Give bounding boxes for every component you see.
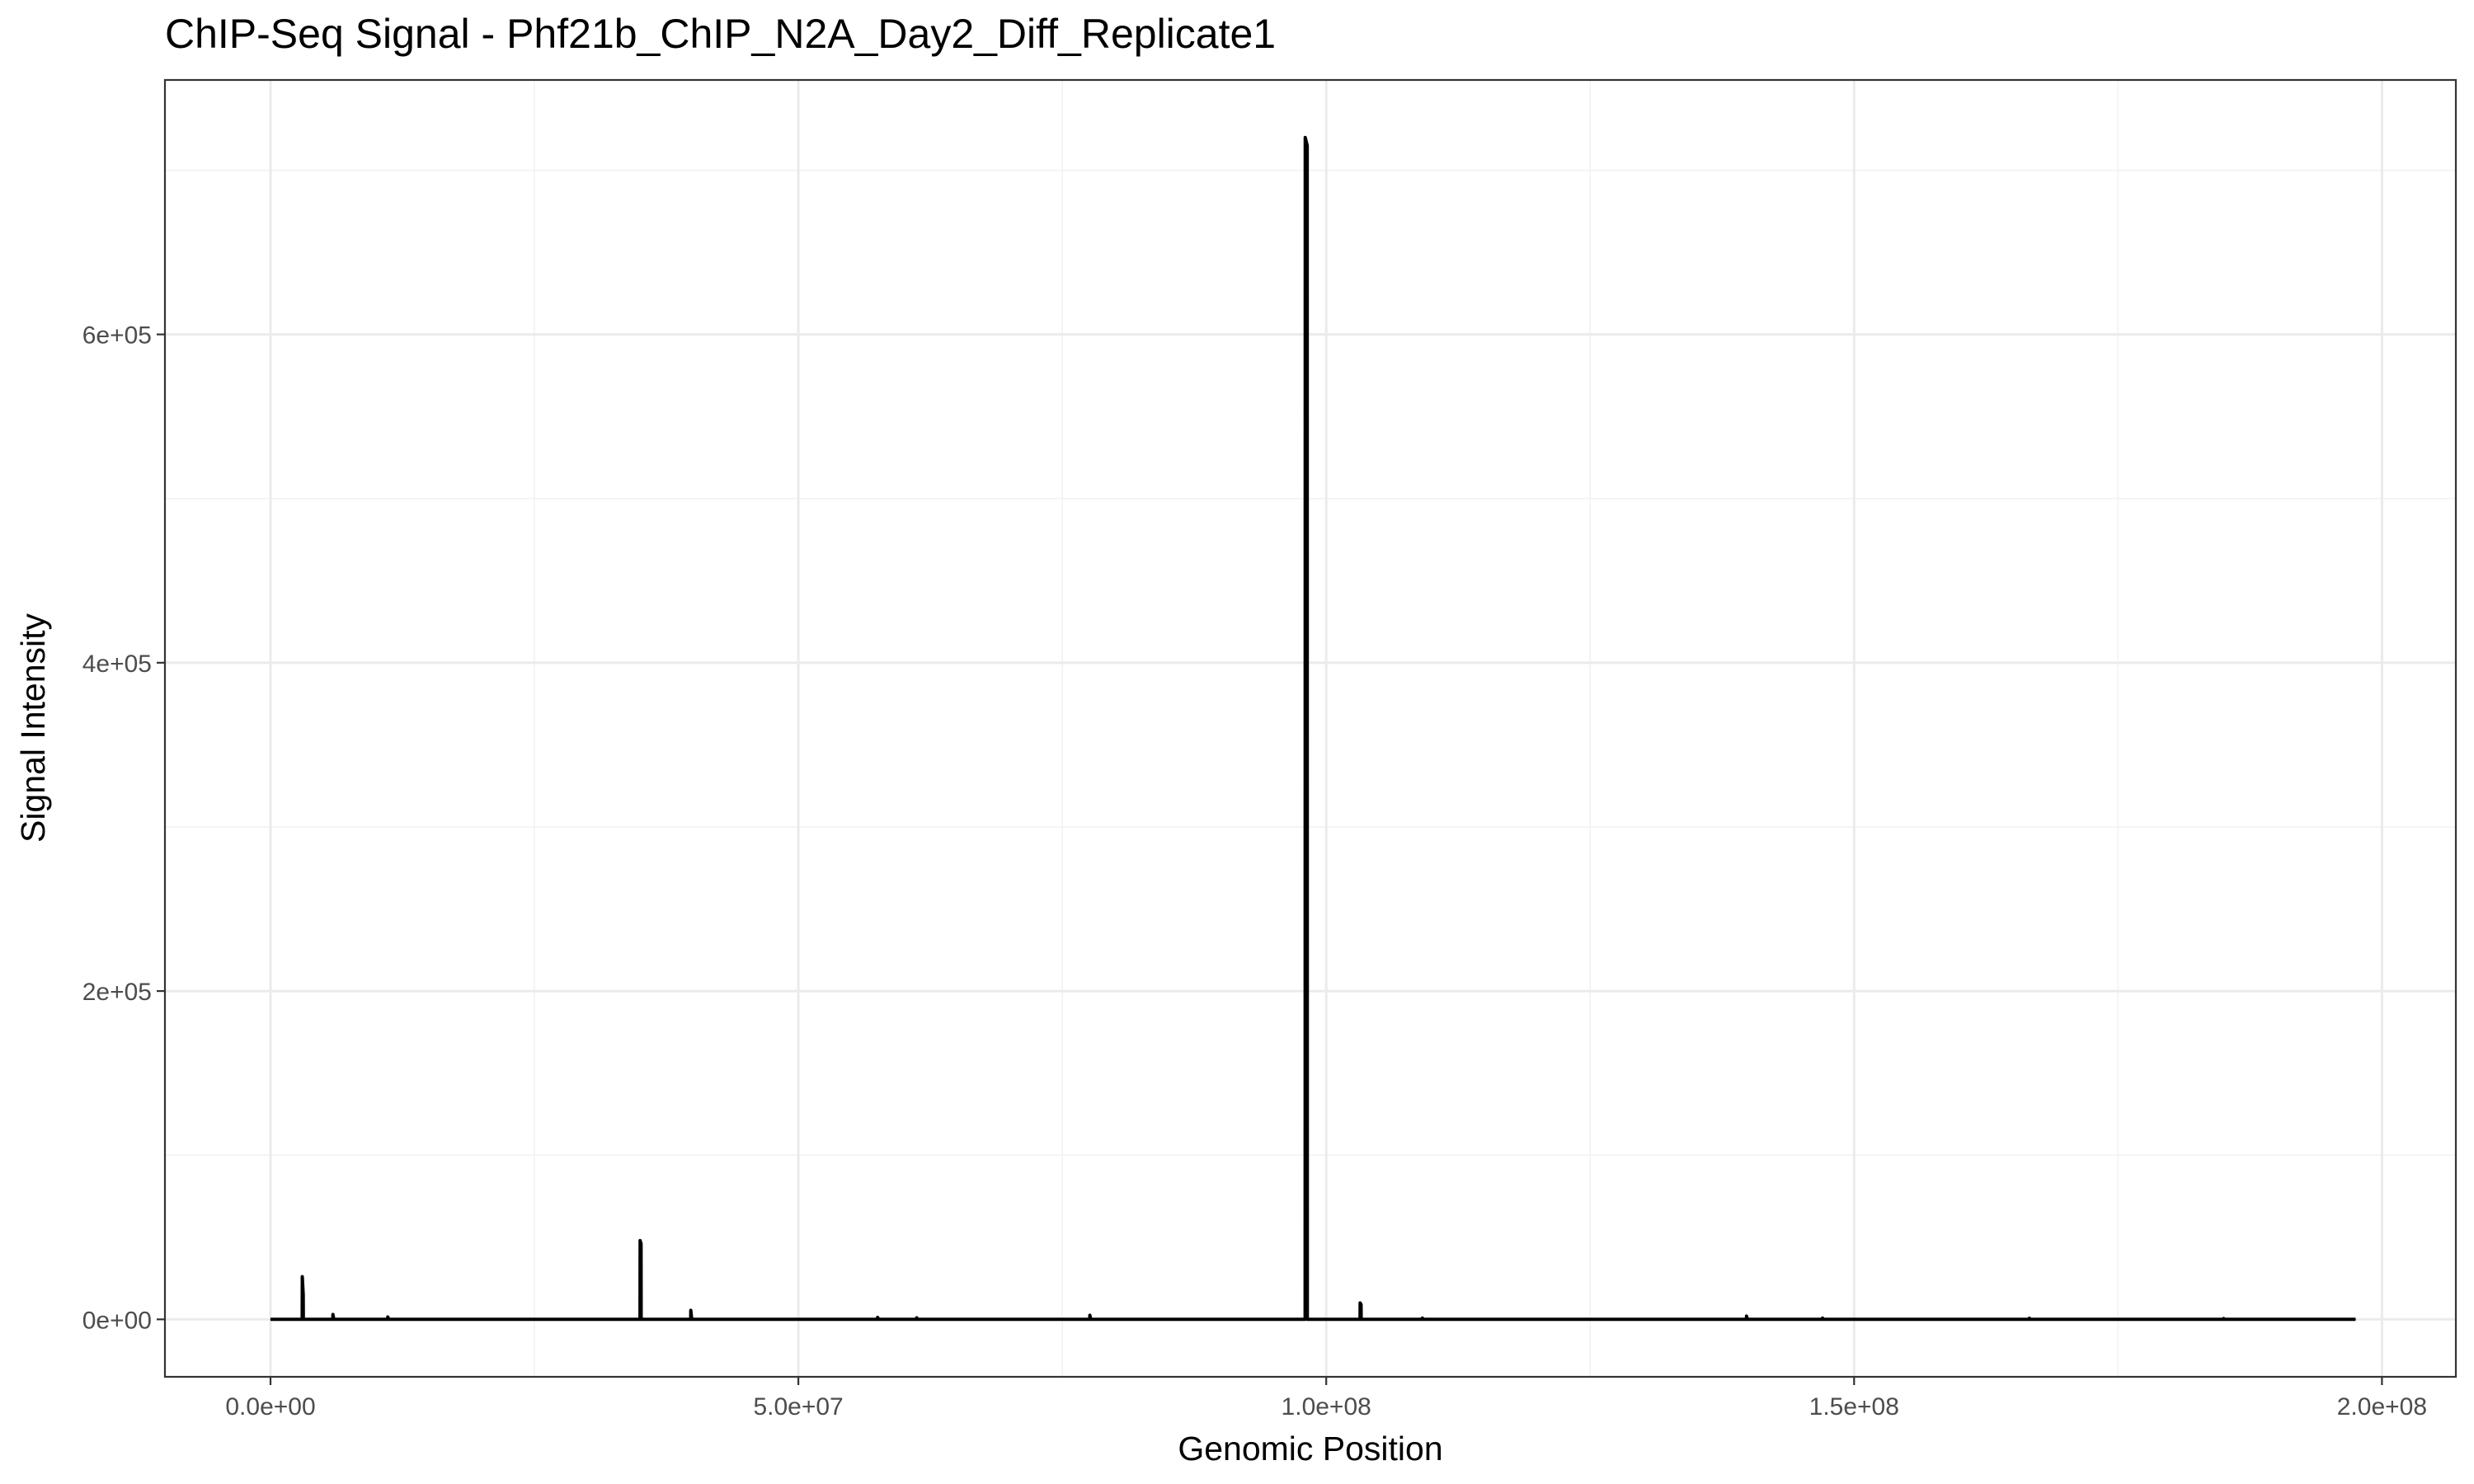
signal-data-point bbox=[1422, 1317, 1423, 1319]
signal-data-point bbox=[691, 1318, 693, 1320]
signal-data-point bbox=[1306, 1318, 1308, 1320]
signal-data-point bbox=[690, 1318, 692, 1320]
signal-data-point bbox=[639, 1240, 641, 1242]
x-tick-label: 5.0e+07 bbox=[753, 1393, 843, 1421]
signal-data-point bbox=[301, 1318, 303, 1320]
signal-data-point bbox=[333, 1318, 335, 1320]
signal-data-point bbox=[302, 1276, 303, 1278]
signal-data-point bbox=[1822, 1318, 1823, 1320]
signal-data-point bbox=[388, 1318, 389, 1320]
signal-data-point bbox=[332, 1313, 334, 1315]
x-axis: 0.0e+00 5.0e+07 1.0e+08 1.5e+08 2.0e+08 bbox=[225, 1377, 2427, 1421]
signal-data-point bbox=[1306, 145, 1308, 147]
signal-data-point bbox=[2224, 1318, 2226, 1320]
y-tick-label: 0e+00 bbox=[82, 1307, 152, 1334]
signal-data-point bbox=[639, 1318, 641, 1320]
plot-panel-background bbox=[165, 80, 2456, 1377]
signal-data-point bbox=[332, 1318, 334, 1320]
signal-data-point bbox=[1359, 1318, 1361, 1320]
y-tick-label: 6e+05 bbox=[82, 322, 152, 350]
signal-data-point bbox=[2029, 1318, 2030, 1320]
signal-data-point bbox=[917, 1318, 919, 1320]
y-axis: 0e+00 2e+05 4e+05 6e+05 bbox=[82, 322, 165, 1334]
signal-data-point bbox=[1422, 1318, 1423, 1320]
signal-data-point bbox=[916, 1317, 918, 1318]
signal-data-point bbox=[1360, 1303, 1362, 1305]
signal-data-point bbox=[2222, 1317, 2224, 1319]
signal-data-point bbox=[270, 1318, 271, 1320]
signal-data-point bbox=[640, 1318, 642, 1320]
signal-data-point bbox=[1090, 1318, 1092, 1320]
signal-data-point bbox=[1089, 1314, 1091, 1316]
signal-data-point bbox=[2222, 1318, 2224, 1320]
signal-data-point bbox=[1746, 1318, 1747, 1320]
x-tick-label: 2.0e+08 bbox=[2337, 1393, 2427, 1421]
x-axis-label: Genomic Position bbox=[1178, 1430, 1442, 1468]
signal-data-point bbox=[2030, 1318, 2031, 1320]
plot-panel-border bbox=[163, 78, 2458, 1378]
x-tick-label: 1.0e+08 bbox=[1282, 1393, 1371, 1421]
signal-data-point bbox=[877, 1318, 879, 1320]
signal-data-point bbox=[2029, 1317, 2030, 1319]
minor-gridlines bbox=[165, 80, 2456, 1377]
x-tick-label: 0.0e+00 bbox=[225, 1393, 315, 1421]
signal-data-point bbox=[915, 1318, 917, 1320]
y-tick-label: 2e+05 bbox=[82, 979, 152, 1006]
y-tick-label: 4e+05 bbox=[82, 650, 152, 678]
signal-data-point bbox=[640, 1243, 642, 1245]
signal-data-point bbox=[2354, 1318, 2356, 1320]
signal-data-point bbox=[1823, 1318, 1824, 1320]
signal-data-point bbox=[1361, 1318, 1362, 1320]
signal-data-point bbox=[690, 1309, 692, 1311]
y-axis-label: Signal Intensity bbox=[14, 613, 52, 843]
x-tick-label: 1.5e+08 bbox=[1809, 1393, 1899, 1421]
signal-data-point bbox=[1746, 1315, 1747, 1317]
series-layer bbox=[270, 135, 2356, 1322]
chart-title: ChIP-Seq Signal - Phf21b_ChIP_N2A_Day2_D… bbox=[165, 11, 1277, 57]
signal-data-point bbox=[1089, 1318, 1090, 1320]
signal-data-point bbox=[877, 1318, 878, 1320]
